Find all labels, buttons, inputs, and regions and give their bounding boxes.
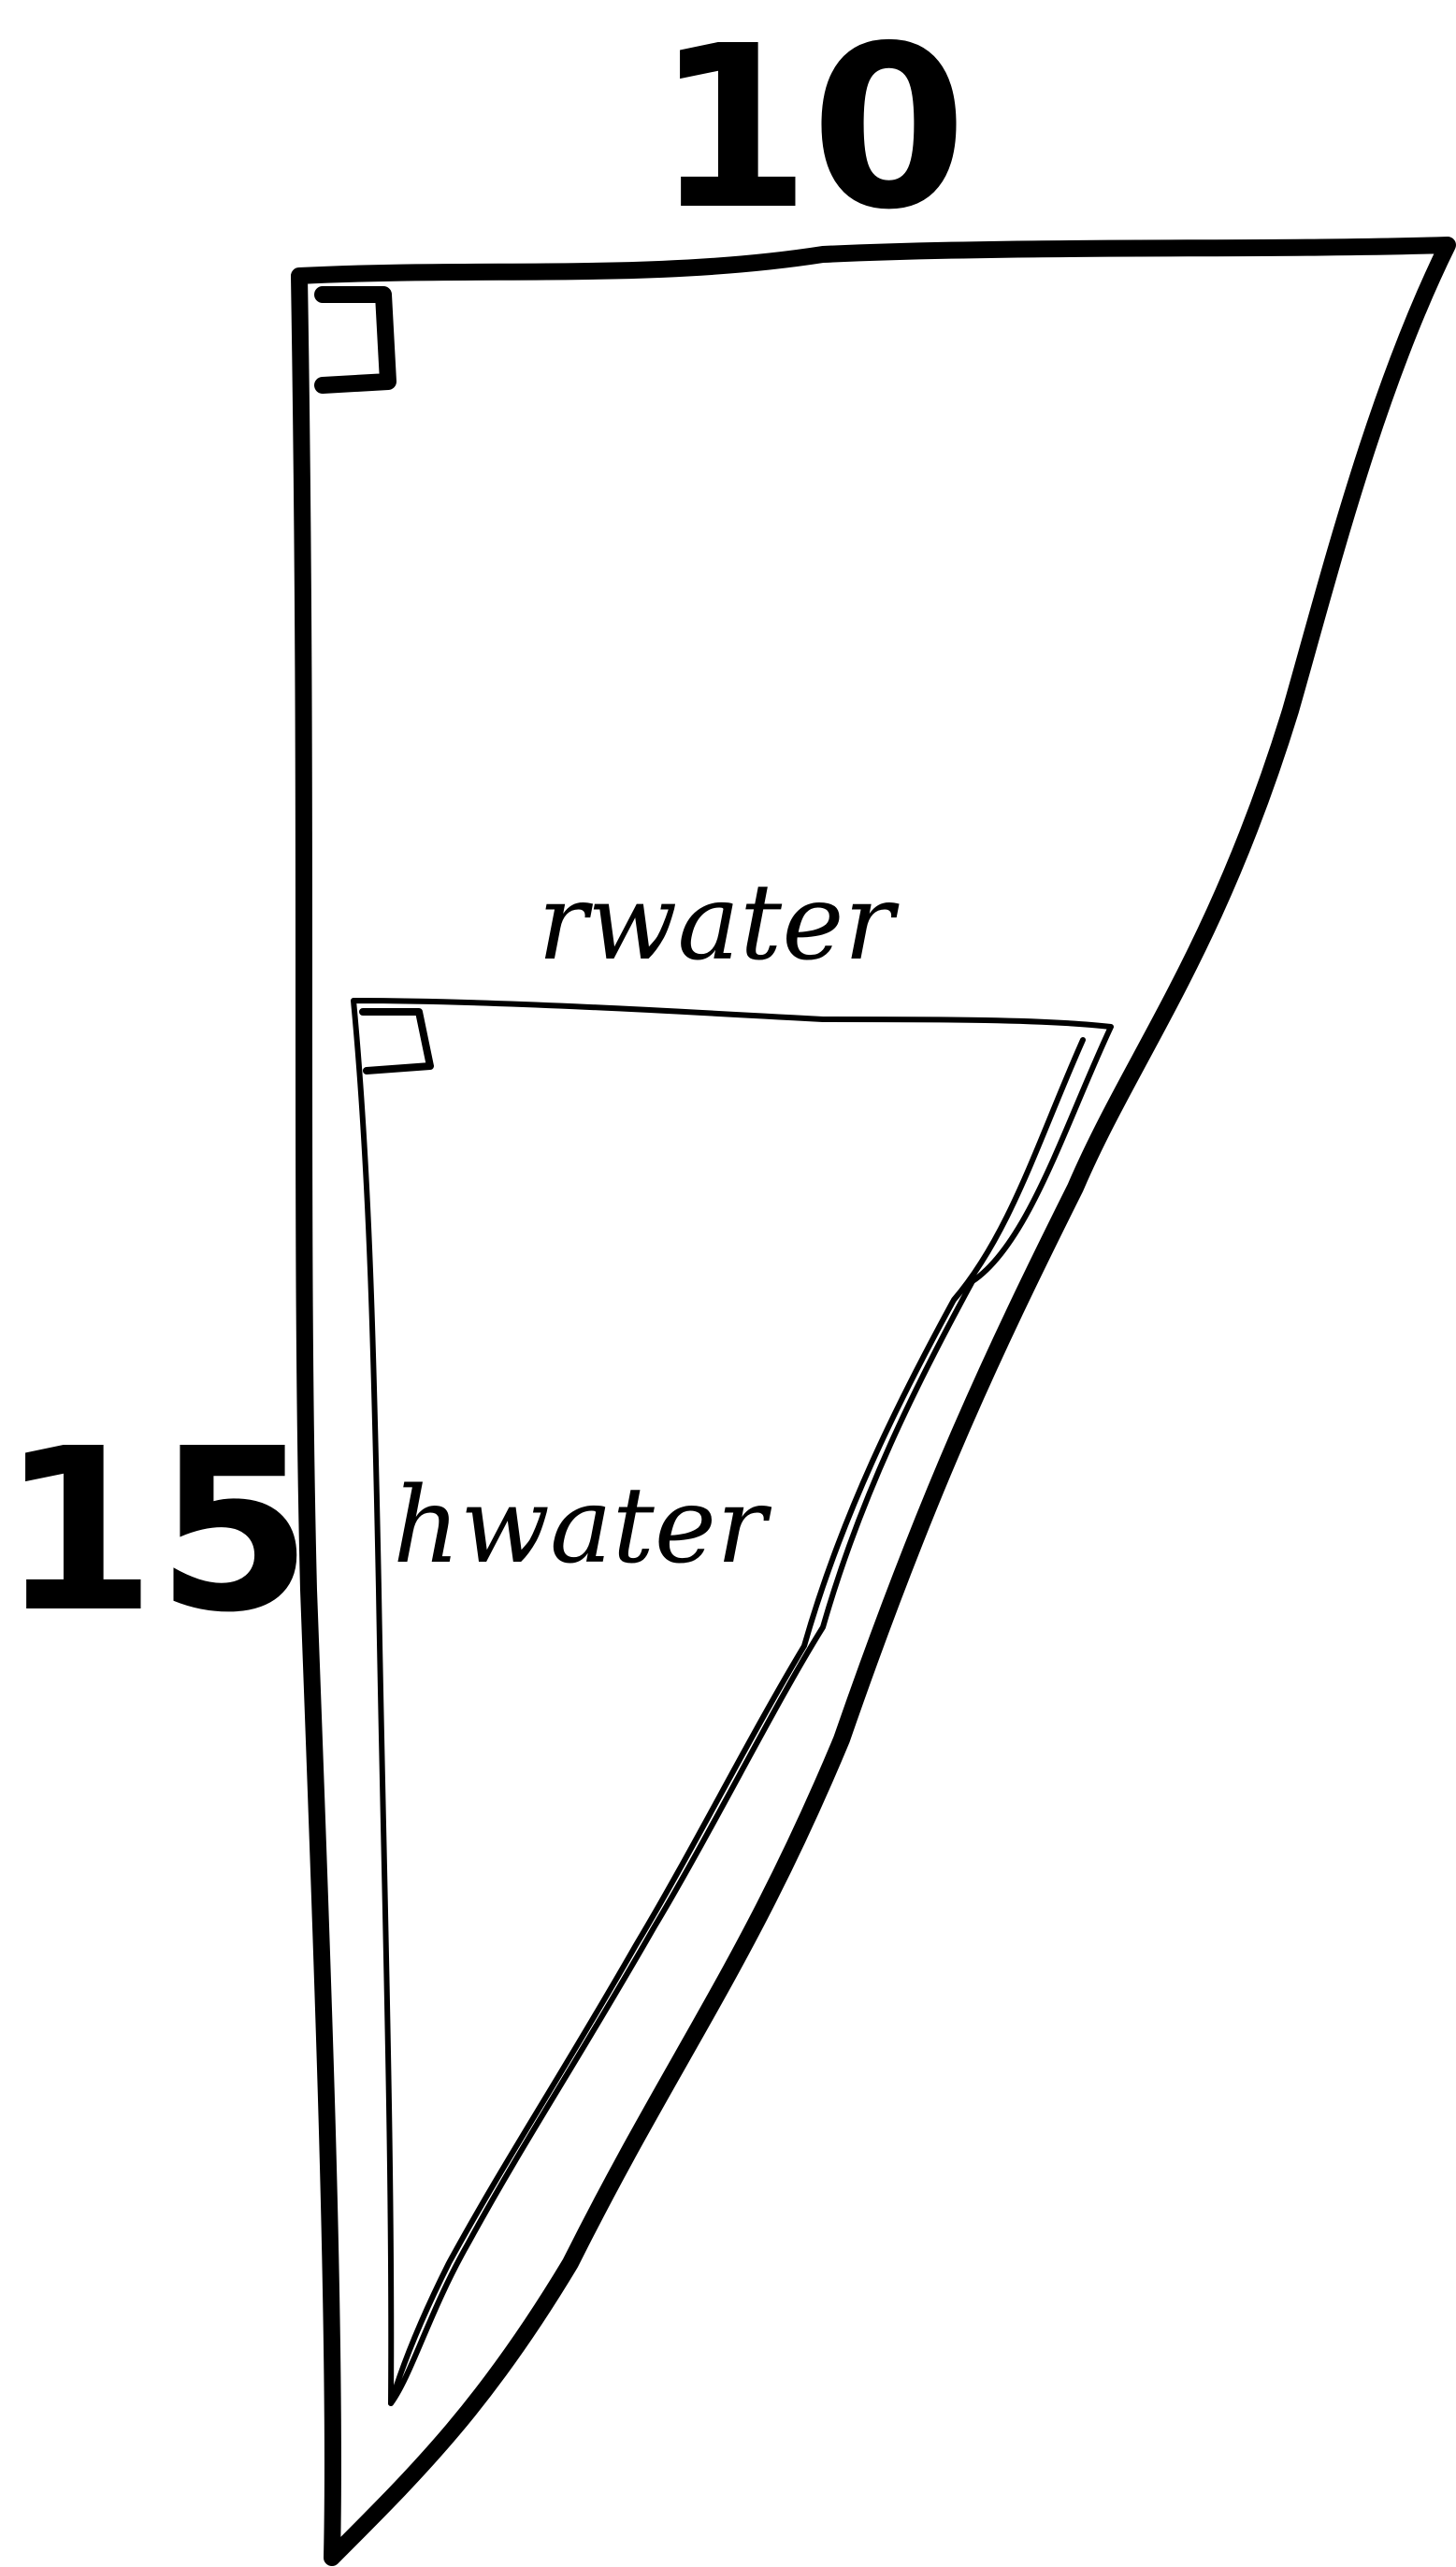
height-water-label: hwater bbox=[393, 1465, 772, 1587]
inner-right-angle-marker bbox=[359, 1008, 434, 1074]
top-dimension-label: 10 bbox=[655, 0, 967, 259]
radius-water-label: rwater bbox=[538, 862, 900, 984]
side-dimension-label: 15 bbox=[0, 1400, 312, 1662]
outer-right-angle-marker bbox=[314, 286, 396, 394]
water-triangle bbox=[351, 998, 1114, 2406]
water-hypotenuse-inner-edge bbox=[388, 1037, 1086, 2406]
outer-triangle bbox=[291, 237, 1456, 2566]
